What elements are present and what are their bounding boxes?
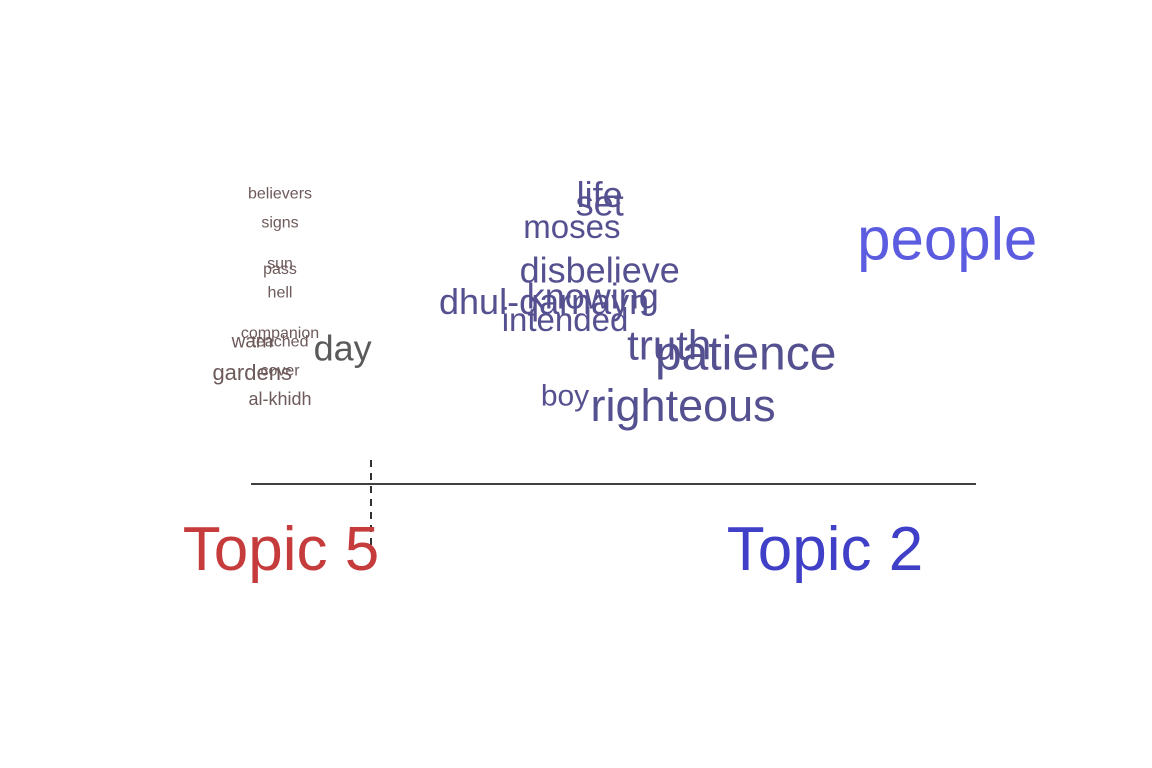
word-label-truth: truth — [627, 321, 711, 368]
word-label-hell: hell — [268, 284, 293, 301]
word-label-pass: pass — [263, 261, 297, 278]
word-label-gardens: gardens — [212, 360, 292, 385]
word-label-teached: teached — [252, 334, 309, 351]
word-label-life: life — [577, 174, 623, 215]
word-label-al-khidh: al-khidh — [248, 389, 311, 409]
word-label-cover: cover — [260, 363, 300, 380]
word-label-intended: intended — [502, 301, 629, 338]
word-label-dhul-qarnayn: dhul-qarnayn — [439, 281, 649, 322]
word-label-sun: sun — [267, 255, 293, 272]
word-label-believers: believers — [248, 186, 312, 203]
word-label-signs: signs — [261, 215, 298, 232]
word-label-set: set — [576, 183, 624, 224]
word-label-righteous: righteous — [591, 380, 776, 431]
word-label-people: people — [857, 206, 1037, 273]
word-label-boy: boy — [541, 379, 589, 412]
word-label-disbelieve: disbelieve — [520, 249, 680, 290]
word-label-patience: patience — [655, 328, 836, 381]
topic-5-label: Topic 5 — [183, 515, 379, 584]
word-label-day: day — [314, 328, 372, 369]
word-label-knowing: knowing — [527, 275, 659, 316]
topic-2-label: Topic 2 — [727, 515, 923, 584]
word-label-warn: warn — [231, 331, 273, 352]
word-label-companion: companion — [241, 325, 319, 342]
word-label-moses: moses — [523, 208, 620, 245]
